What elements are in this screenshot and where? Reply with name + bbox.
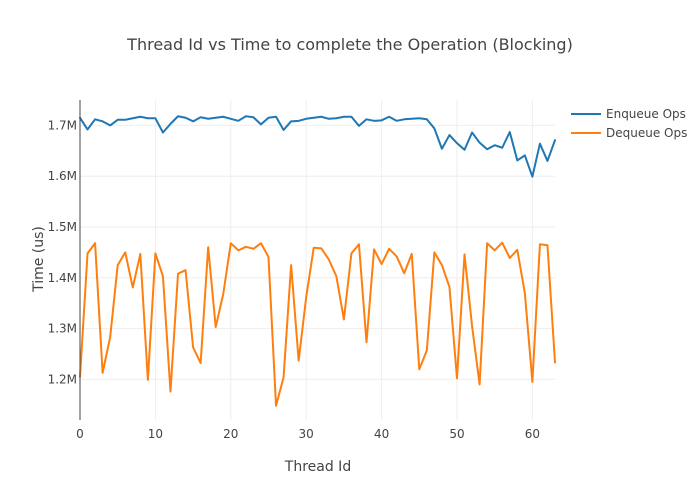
x-tick-label: 0 (76, 427, 84, 441)
x-tick-label: 30 (299, 427, 314, 441)
legend-item[interactable]: Dequeue Ops (571, 126, 687, 140)
x-axis-title: Thread Id (284, 459, 351, 475)
series-line-enqueue (79, 115, 556, 178)
y-tick-label: 1.3M (48, 322, 77, 336)
y-tick-label: 1.6M (48, 169, 77, 183)
series-layer (79, 115, 556, 407)
x-axis-ticks: 0 10 20 30 40 50 60 (76, 427, 540, 441)
y-tick-label: 1.5M (48, 220, 77, 234)
x-tick-label: 50 (449, 427, 464, 441)
x-tick-label: 40 (374, 427, 389, 441)
legend-label: Dequeue Ops (606, 126, 687, 140)
legend-item[interactable]: Enqueue Ops (571, 107, 686, 121)
x-tick-label: 60 (525, 427, 540, 441)
y-axis-ticks: 1.2M 1.3M 1.4M 1.5M 1.6M 1.7M (48, 118, 77, 386)
y-tick-label: 1.4M (48, 271, 77, 285)
y-tick-label: 1.7M (48, 118, 77, 132)
chart-title: Thread Id vs Time to complete the Operat… (126, 35, 573, 54)
series-line-dequeue (79, 241, 556, 407)
x-tick-label: 10 (148, 427, 163, 441)
y-axis-title: Time (us) (31, 226, 47, 293)
legend-label: Enqueue Ops (606, 107, 686, 121)
legend: Enqueue Ops Dequeue Ops (571, 107, 687, 140)
x-tick-label: 20 (223, 427, 238, 441)
y-tick-label: 1.2M (48, 372, 77, 386)
